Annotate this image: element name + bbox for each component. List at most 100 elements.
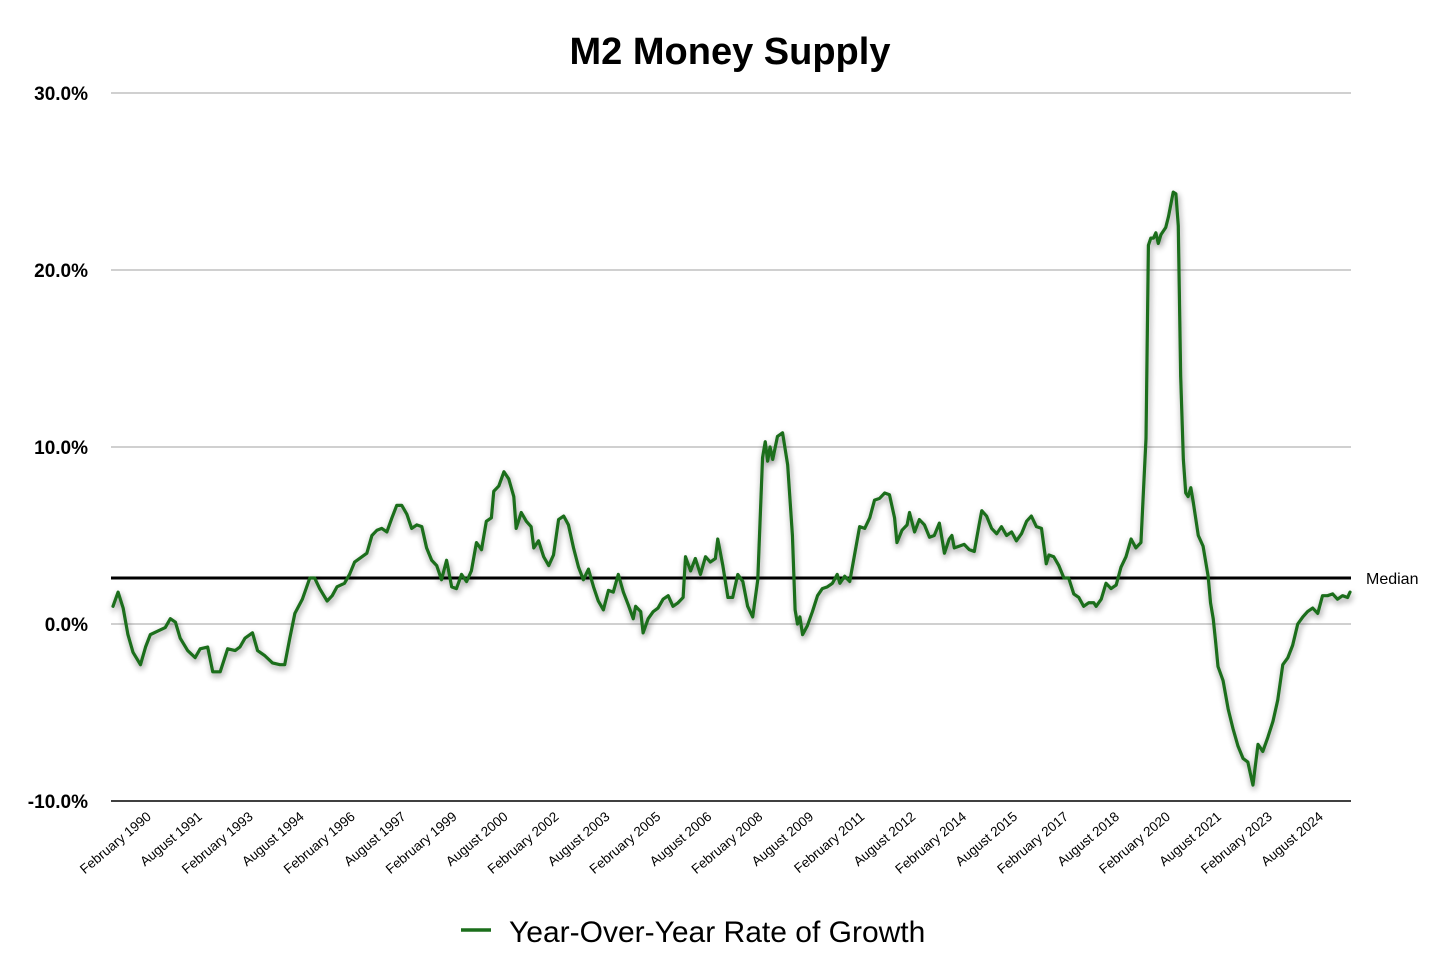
- data-point: [492, 490, 495, 493]
- data-point: [1348, 590, 1352, 594]
- data-point: [179, 636, 182, 640]
- data-point: [1189, 486, 1193, 489]
- data-point: [1100, 598, 1103, 601]
- data-point: [370, 534, 374, 537]
- data-point: [514, 527, 518, 530]
- data-point: [1336, 598, 1339, 601]
- data-point: [1104, 582, 1108, 585]
- data-point: [868, 516, 871, 519]
- data-point: [622, 590, 625, 594]
- data-point: [811, 610, 814, 613]
- data-point: [689, 569, 692, 573]
- data-point: [301, 598, 304, 601]
- data-point: [617, 573, 620, 576]
- data-point: [1077, 596, 1081, 599]
- data-point: [1020, 532, 1023, 535]
- data-point: [1119, 566, 1123, 569]
- data-point: [661, 598, 665, 601]
- data-point: [313, 576, 316, 580]
- data-point: [826, 585, 829, 589]
- data-point: [497, 484, 501, 488]
- data-point: [410, 527, 413, 530]
- y-axis-tick-labels: 30.0% 20.0% 10.0% 0.0% -10.0%: [28, 84, 88, 813]
- legend-label: Year-Over-Year Rate of Growth: [509, 916, 925, 949]
- data-point: [385, 530, 389, 534]
- data-point: [139, 663, 142, 666]
- data-point: [490, 516, 493, 519]
- data-point: [699, 573, 702, 576]
- data-point: [1246, 760, 1250, 764]
- median-label: Median: [1366, 571, 1418, 588]
- data-point: [973, 550, 976, 553]
- data-point: [562, 514, 565, 518]
- data-point: [1149, 236, 1153, 240]
- data-point: [1047, 553, 1051, 557]
- data-point: [1035, 525, 1038, 528]
- data-point: [475, 541, 478, 544]
- data-point: [656, 606, 660, 610]
- data-point: [1134, 546, 1138, 550]
- data-point: [1212, 617, 1215, 620]
- data-point: [1109, 587, 1113, 590]
- data-point: [1266, 736, 1270, 739]
- data-point: [1214, 640, 1217, 643]
- data-point: [149, 633, 152, 636]
- data-point: [395, 504, 398, 507]
- data-point: [263, 654, 267, 658]
- data-point: [365, 552, 369, 555]
- gridlines: [111, 92, 1351, 802]
- data-point: [1124, 555, 1128, 558]
- data-point: [1316, 612, 1319, 615]
- data-point: [582, 578, 585, 581]
- data-point: [156, 629, 159, 633]
- data-point: [1291, 644, 1294, 647]
- data-point: [843, 575, 846, 578]
- data-point: [1154, 231, 1158, 235]
- data-point: [684, 555, 687, 558]
- data-point: [537, 539, 540, 543]
- data-point: [666, 594, 670, 597]
- data-point: [791, 534, 794, 537]
- series-line-yoy-growth: [111, 190, 1352, 787]
- data-point: [908, 511, 911, 514]
- data-point: [455, 587, 458, 590]
- data-point: [1221, 679, 1225, 682]
- data-point: [756, 578, 759, 581]
- data-point: [206, 645, 209, 649]
- data-point: [343, 582, 346, 585]
- data-point: [1177, 224, 1180, 227]
- data-point: [1306, 610, 1309, 613]
- data-point: [318, 587, 321, 590]
- data-point: [445, 559, 448, 562]
- data-point: [1159, 233, 1163, 236]
- data-point: [798, 615, 802, 619]
- data-point: [271, 661, 274, 665]
- data-point: [1197, 534, 1200, 537]
- data-point: [838, 582, 842, 585]
- data-point: [199, 647, 202, 650]
- data-point: [1182, 458, 1185, 461]
- data-point: [1072, 592, 1075, 596]
- data-point: [1346, 596, 1349, 599]
- data-point: [335, 585, 339, 589]
- data-point: [893, 516, 896, 519]
- data-point: [380, 527, 383, 530]
- data-point: [126, 633, 130, 636]
- data-point: [953, 546, 956, 550]
- data-point: [1040, 527, 1043, 530]
- data-point: [602, 608, 605, 612]
- data-point: [293, 612, 297, 615]
- series-points: [111, 190, 1352, 787]
- data-point: [652, 610, 655, 613]
- data-point: [348, 573, 351, 576]
- data-point: [567, 523, 570, 527]
- data-point: [1129, 537, 1133, 541]
- data-point: [632, 617, 635, 620]
- data-point: [980, 509, 983, 512]
- data-point: [360, 555, 364, 558]
- data-point: [450, 585, 453, 589]
- data-point: [1209, 601, 1212, 604]
- data-point: [776, 435, 779, 438]
